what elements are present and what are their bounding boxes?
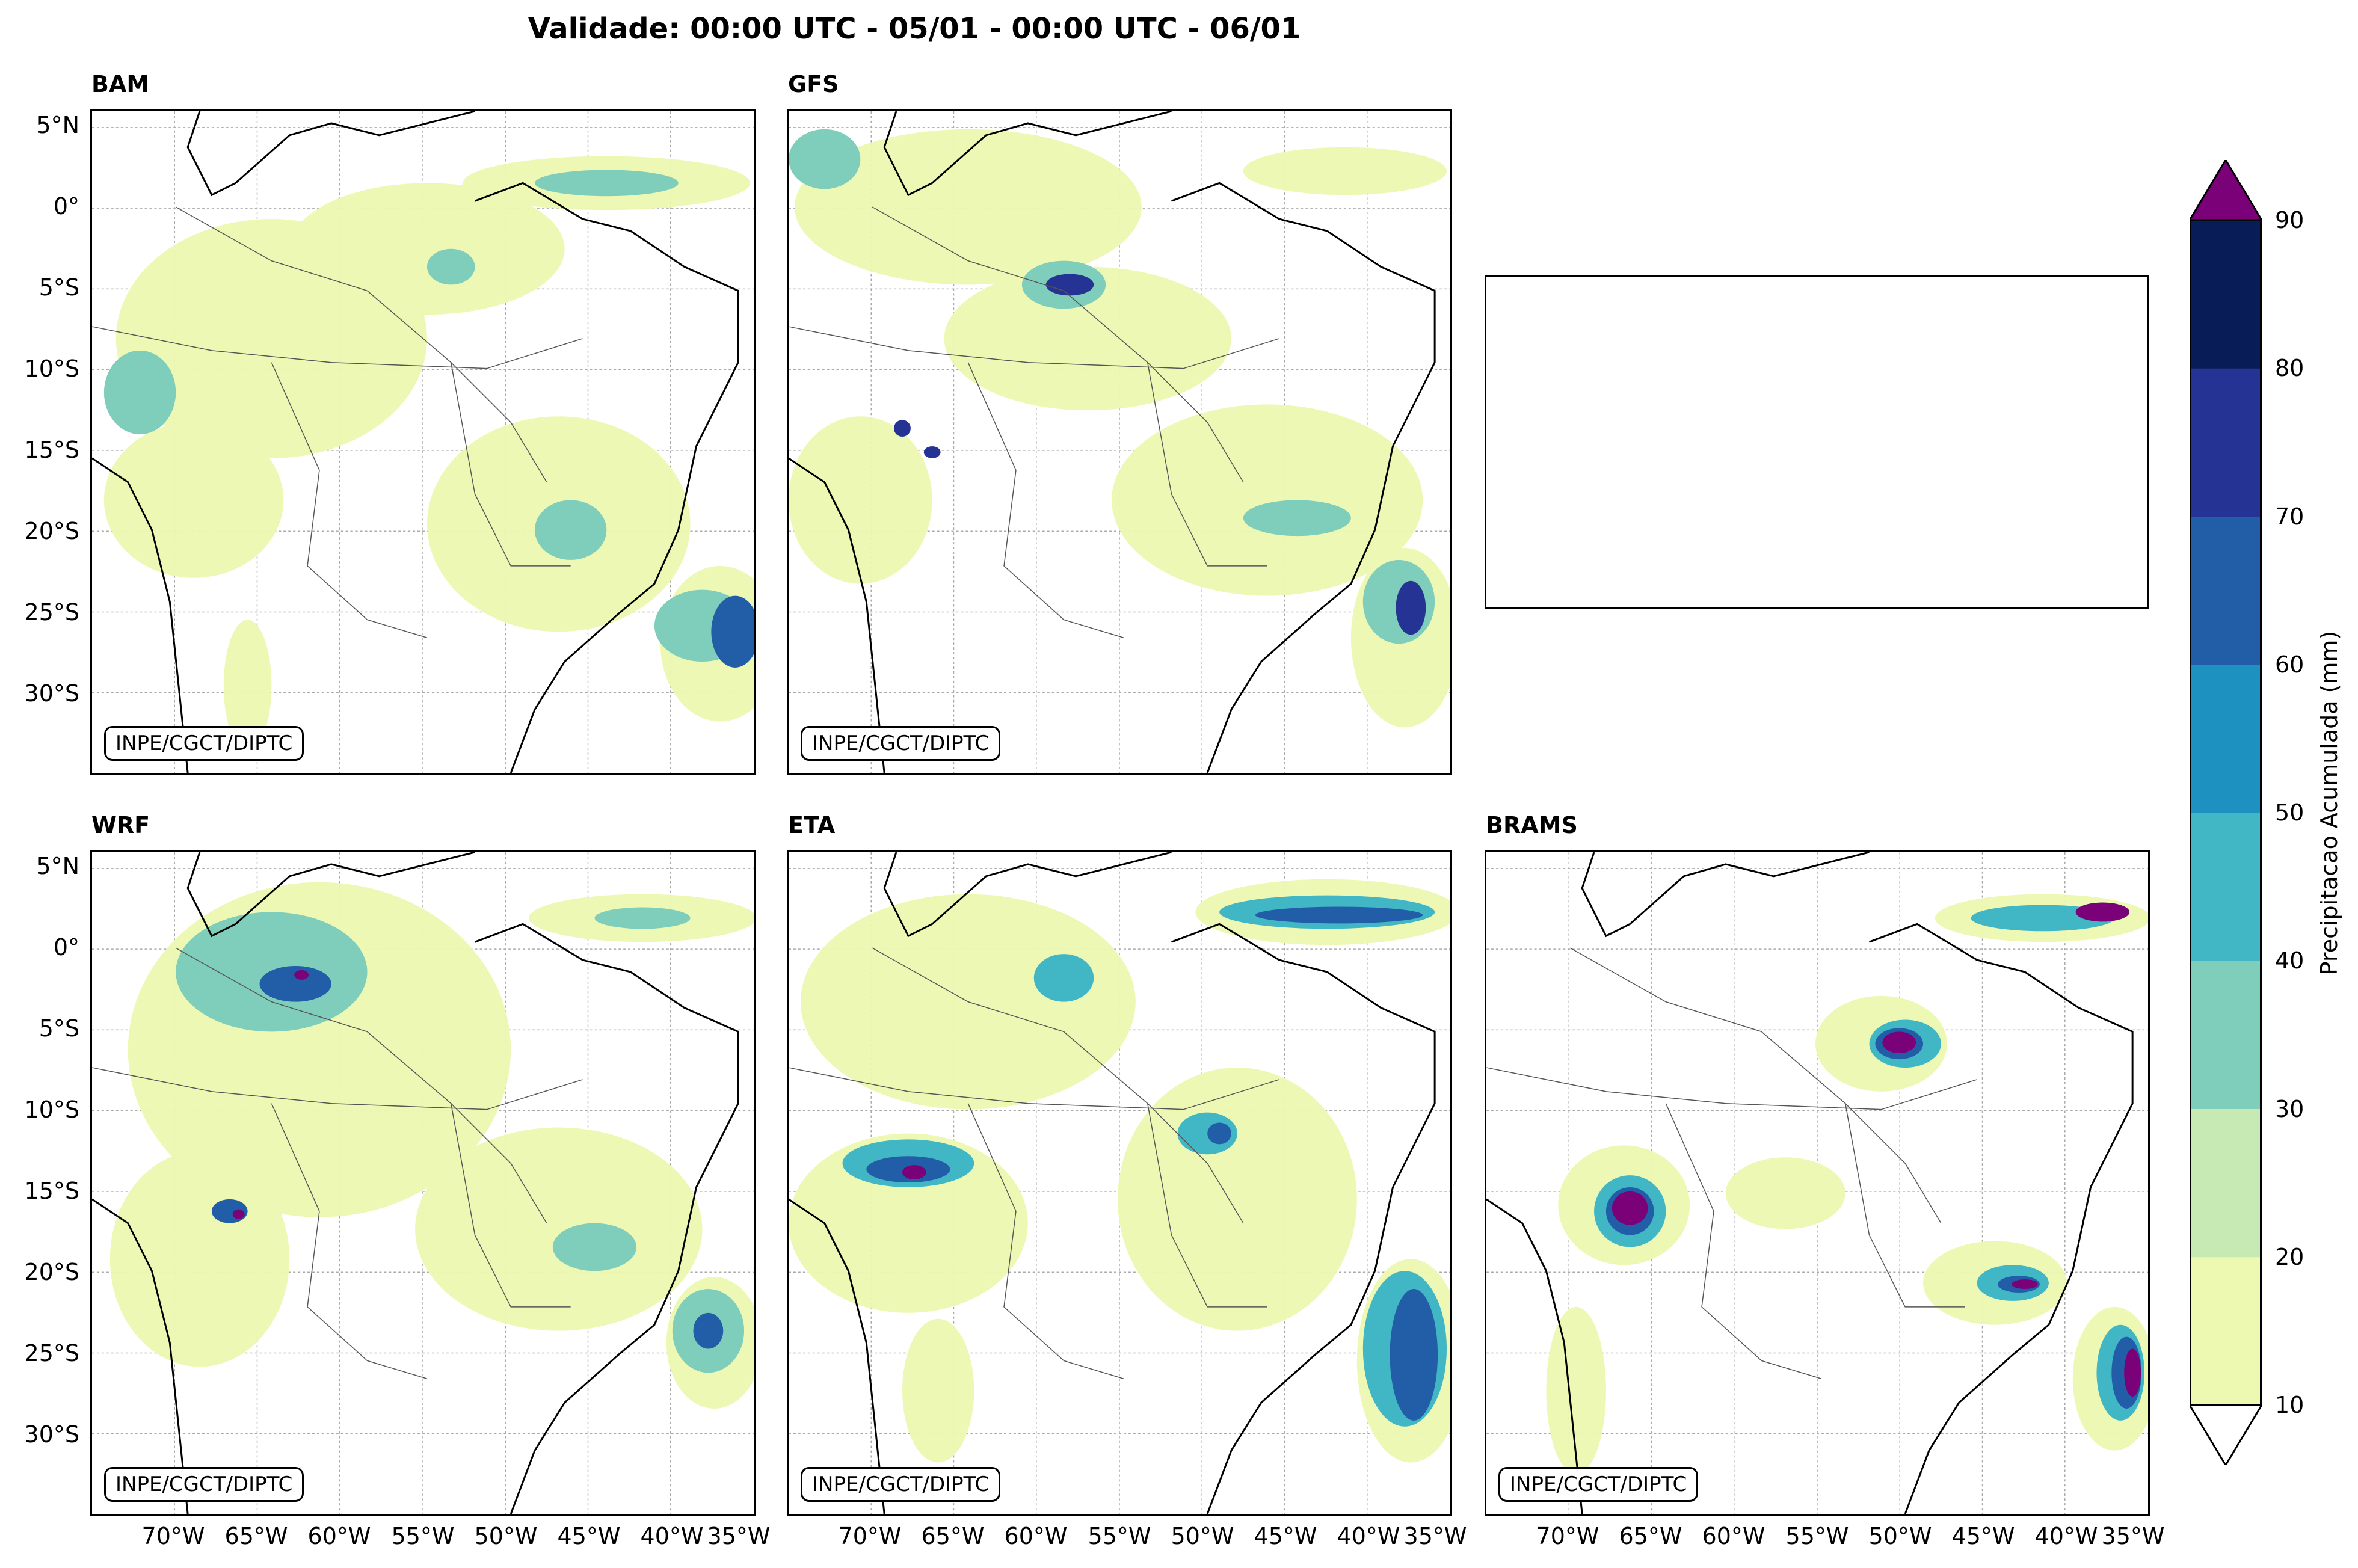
map-wrf[interactable]: INPE/CGCT/DIPTC bbox=[90, 850, 756, 1516]
lon-ticks-eta: 70°W 65°W 60°W 55°W 50°W 45°W 40°W 35°W bbox=[787, 1523, 1467, 1553]
lat-tick: 15°S bbox=[24, 437, 79, 463]
colorbar-tick-label: 70 bbox=[2275, 503, 2304, 530]
colorbar-tick-label: 30 bbox=[2275, 1095, 2304, 1122]
panel-title-brams: BRAMS bbox=[1486, 812, 1578, 838]
lon-tick: 65°W bbox=[921, 1523, 985, 1549]
lat-tick: 25°S bbox=[24, 599, 79, 626]
colorbar-segment bbox=[2190, 220, 2262, 369]
credit-label: INPE/CGCT/DIPTC bbox=[1498, 1467, 1699, 1502]
lon-tick: 40°W bbox=[640, 1523, 704, 1549]
colorbar-segment bbox=[2190, 961, 2262, 1109]
lat-tick: 10°S bbox=[24, 355, 79, 382]
lon-tick: 60°W bbox=[307, 1523, 371, 1549]
lat-tick: 20°S bbox=[24, 1259, 79, 1285]
credit-label: INPE/CGCT/DIPTC bbox=[801, 1467, 1001, 1502]
colorbar-under-arrow bbox=[2190, 1404, 2262, 1465]
colorbar-segment bbox=[2190, 516, 2262, 665]
lat-tick: 20°S bbox=[24, 518, 79, 544]
credit-label: INPE/CGCT/DIPTC bbox=[104, 726, 304, 761]
map-eta[interactable]: INPE/CGCT/DIPTC bbox=[787, 850, 1452, 1516]
page-title: Validade: 00:00 UTC - 05/01 - 00:00 UTC … bbox=[528, 12, 1301, 46]
lat-tick: 30°S bbox=[24, 680, 79, 707]
lon-tick: 70°W bbox=[838, 1523, 902, 1549]
map-eta-svg bbox=[789, 852, 1450, 1514]
colorbar-tick-label: 80 bbox=[2275, 355, 2304, 382]
lat-tick: 5°S bbox=[38, 1015, 79, 1042]
panel-title-wrf: WRF bbox=[91, 812, 150, 838]
legend-box bbox=[1485, 275, 2149, 609]
colorbar-tick-label: 50 bbox=[2275, 799, 2304, 826]
colorbar-segment bbox=[2190, 1108, 2262, 1258]
lat-tick: 0° bbox=[53, 934, 79, 961]
map-brams-svg bbox=[1486, 852, 2148, 1514]
lat-tick: 25°S bbox=[24, 1340, 79, 1367]
colorbar-segment bbox=[2190, 368, 2262, 517]
colorbar-tick-label: 40 bbox=[2275, 947, 2304, 974]
lat-tick: 5°N bbox=[36, 853, 79, 879]
lon-tick: 50°W bbox=[1868, 1523, 1932, 1549]
lon-tick: 35°W bbox=[707, 1523, 771, 1549]
map-brams[interactable]: INPE/CGCT/DIPTC bbox=[1485, 850, 2150, 1516]
lon-tick: 35°W bbox=[1403, 1523, 1467, 1549]
lon-tick: 70°W bbox=[141, 1523, 205, 1549]
panel-title-gfs: GFS bbox=[788, 71, 839, 97]
panel-title-eta: ETA bbox=[788, 812, 836, 838]
lon-tick: 70°W bbox=[1536, 1523, 1599, 1549]
lat-tick: 5°N bbox=[36, 112, 79, 138]
lat-tick: 15°S bbox=[24, 1178, 79, 1204]
lon-tick: 55°W bbox=[1785, 1523, 1849, 1549]
colorbar-segment bbox=[2190, 813, 2262, 961]
lon-tick: 35°W bbox=[2101, 1523, 2165, 1549]
colorbar-tick-label: 20 bbox=[2275, 1243, 2304, 1270]
lon-tick: 40°W bbox=[2034, 1523, 2098, 1549]
lat-tick: 10°S bbox=[24, 1096, 79, 1123]
lon-tick: 55°W bbox=[391, 1523, 455, 1549]
lon-ticks-wrf: 70°W 65°W 60°W 55°W 50°W 45°W 40°W 35°W bbox=[90, 1523, 771, 1553]
lon-tick: 50°W bbox=[1171, 1523, 1234, 1549]
colorbar-segments bbox=[2190, 220, 2262, 1406]
lat-tick: 30°S bbox=[24, 1421, 79, 1448]
colorbar-segment bbox=[2190, 664, 2262, 813]
lon-tick: 45°W bbox=[1254, 1523, 1317, 1549]
colorbar-outline bbox=[2190, 219, 2262, 1406]
map-gfs[interactable]: INPE/CGCT/DIPTC bbox=[787, 109, 1452, 775]
lon-tick: 50°W bbox=[474, 1523, 538, 1549]
colorbar-tick-label: 60 bbox=[2275, 651, 2304, 678]
lon-tick: 60°W bbox=[1004, 1523, 1068, 1549]
map-wrf-svg bbox=[92, 852, 754, 1514]
lon-tick: 45°W bbox=[557, 1523, 621, 1549]
colorbar-title: Precipitacao Acumulada (mm) bbox=[2316, 630, 2342, 976]
lon-tick: 40°W bbox=[1337, 1523, 1400, 1549]
colorbar-tick-label: 90 bbox=[2275, 207, 2304, 233]
credit-label: INPE/CGCT/DIPTC bbox=[104, 1467, 304, 1502]
lon-tick: 65°W bbox=[224, 1523, 288, 1549]
credit-label: INPE/CGCT/DIPTC bbox=[801, 726, 1001, 761]
colorbar-over-arrow bbox=[2190, 160, 2262, 221]
panel-title-bam: BAM bbox=[91, 71, 150, 97]
lon-tick: 55°W bbox=[1088, 1523, 1151, 1549]
lat-tick: 5°S bbox=[38, 274, 79, 301]
lon-tick: 65°W bbox=[1619, 1523, 1682, 1549]
map-bam-svg bbox=[92, 111, 754, 773]
lat-tick: 0° bbox=[53, 193, 79, 220]
lat-ticks-top: 5°N 0° 5°S 10°S 15°S 20°S 25°S 30°S bbox=[0, 109, 79, 775]
map-gfs-svg bbox=[789, 111, 1450, 773]
colorbar-tick-label: 10 bbox=[2275, 1392, 2304, 1418]
lat-ticks-bottom: 5°N 0° 5°S 10°S 15°S 20°S 25°S 30°S bbox=[0, 850, 79, 1516]
colorbar bbox=[2190, 160, 2262, 1465]
lon-tick: 45°W bbox=[1951, 1523, 2015, 1549]
lon-ticks-brams: 70°W 65°W 60°W 55°W 50°W 45°W 40°W 35°W bbox=[1485, 1523, 2165, 1553]
map-bam[interactable]: INPE/CGCT/DIPTC bbox=[90, 109, 756, 775]
colorbar-segment bbox=[2190, 1256, 2262, 1406]
lon-tick: 60°W bbox=[1702, 1523, 1765, 1549]
